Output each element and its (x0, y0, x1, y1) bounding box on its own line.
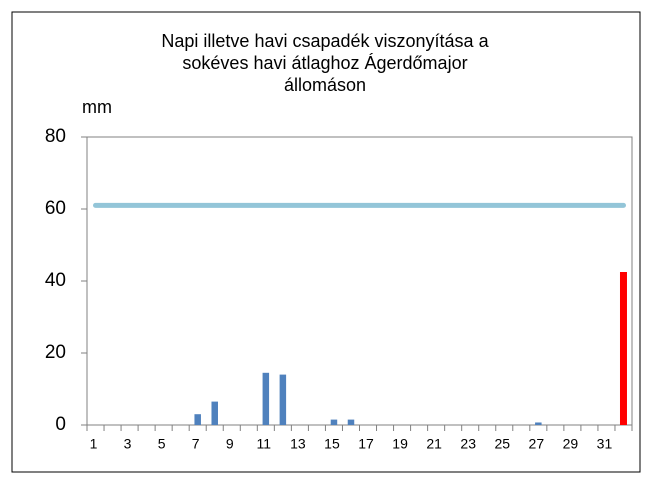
bar (262, 372, 270, 425)
y-tick-label: 40 (45, 270, 66, 291)
x-tick-label: 3 (124, 436, 132, 452)
bar (194, 414, 201, 425)
bar (535, 422, 542, 425)
y-tick-label: 80 (45, 126, 66, 147)
chart-border (11, 11, 641, 473)
y-tick-label: 20 (45, 342, 66, 363)
y-tick-label: 0 (55, 414, 66, 435)
x-tick-label: 19 (392, 436, 408, 452)
x-tick-label: 5 (158, 436, 166, 452)
bar (619, 272, 627, 425)
chart-title: sokéves havi átlaghoz Ágerdőmajor (182, 53, 467, 73)
bar (279, 374, 287, 425)
x-tick-label: 1 (90, 436, 98, 452)
x-tick-label: 11 (257, 436, 272, 452)
x-tick-label: 23 (460, 436, 476, 452)
chart-title: állomáson (284, 75, 366, 95)
x-tick-label: 15 (324, 436, 340, 452)
chart-title: Napi illetve havi csapadék viszonyítása … (161, 31, 489, 51)
x-tick-label: 21 (426, 436, 442, 452)
bar (330, 419, 338, 425)
bar (211, 401, 218, 425)
x-tick-label: 27 (529, 436, 545, 452)
x-tick-label: 9 (226, 436, 234, 452)
x-tick-label: 13 (290, 436, 306, 452)
x-tick-label: 29 (563, 436, 579, 452)
x-tick-label: 7 (192, 436, 200, 452)
x-tick-label: 25 (494, 436, 510, 452)
y-tick-label: 60 (45, 198, 66, 219)
y-axis-label: mm (82, 97, 112, 117)
x-tick-label: 31 (597, 436, 613, 452)
bar (347, 419, 355, 425)
x-tick-label: 17 (358, 436, 374, 452)
